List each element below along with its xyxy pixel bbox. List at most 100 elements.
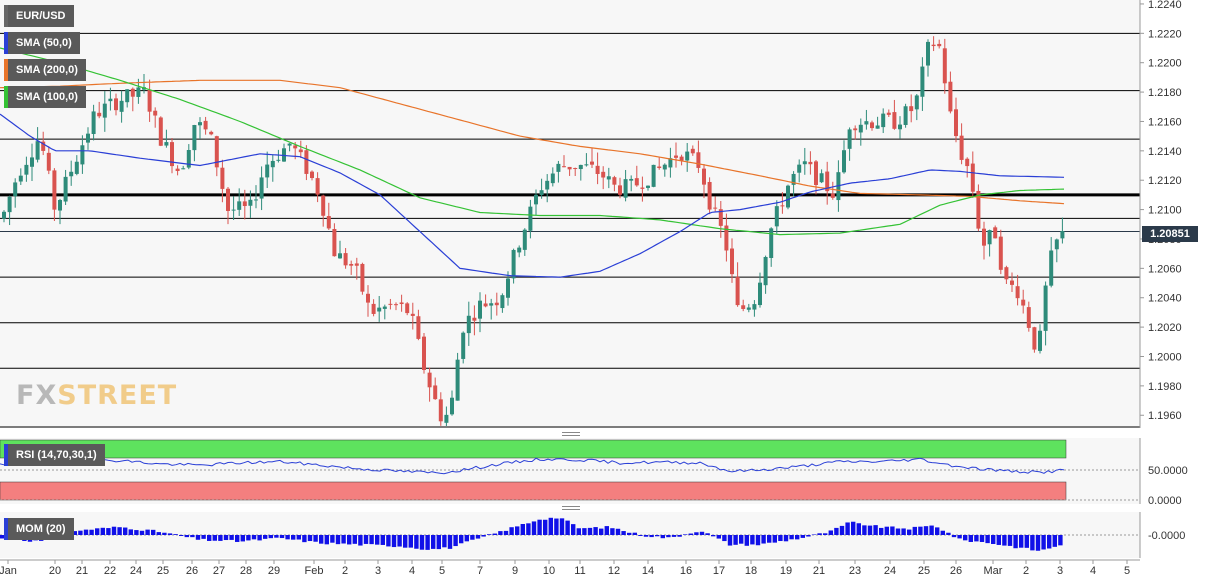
candle-body (819, 173, 824, 183)
mom-bar (498, 531, 503, 535)
candle-body (388, 303, 393, 305)
mom-bar (867, 525, 873, 535)
candle-body (136, 87, 141, 97)
pane-splitter-2[interactable] (562, 506, 580, 510)
mom-bar (526, 523, 531, 535)
mom-bar (100, 527, 105, 535)
candle-body (1049, 250, 1054, 286)
candle-body (108, 98, 113, 102)
mom-bar (246, 535, 251, 541)
candle-body (209, 131, 214, 135)
candle-body (371, 303, 376, 314)
mom-bar (727, 535, 733, 546)
candle-body (102, 103, 107, 118)
candle-body (763, 256, 768, 286)
candle-body (343, 253, 348, 266)
mom-bar (156, 532, 161, 535)
time-tick-label: 29 (268, 565, 280, 577)
candle-body (511, 249, 516, 279)
mom-bar (638, 535, 643, 536)
candle-body (153, 110, 158, 116)
candle-body (528, 206, 533, 231)
legend-symbol[interactable]: EUR/USD (4, 5, 74, 27)
legend-mom[interactable]: MOM (20) (4, 518, 74, 540)
candle-body (500, 295, 505, 309)
mom-bar (470, 535, 475, 540)
mom-bar (783, 535, 789, 542)
mom-bar (436, 535, 441, 550)
time-tick-label: 4 (1090, 565, 1096, 577)
candle-body (1015, 286, 1020, 299)
rsi-oversold-zone (0, 481, 1067, 501)
mom-bar (996, 535, 1001, 545)
mom-bar (302, 535, 307, 543)
mom-bar (263, 535, 268, 539)
candle-body (1010, 280, 1014, 285)
mom-bar (1047, 535, 1052, 549)
mom-bar (414, 535, 419, 549)
mom-bar (223, 535, 229, 541)
mom-bar (571, 524, 576, 535)
candle-body (338, 253, 342, 259)
candle-body (685, 151, 690, 161)
legend-rsi[interactable]: RSI (14,70,30,1) (4, 444, 105, 466)
candle-body (354, 263, 359, 266)
legend-symbol-label: EUR/USD (16, 10, 66, 22)
candle-body (881, 113, 886, 128)
pane-splitter-1[interactable] (562, 432, 580, 436)
mom-bar (151, 529, 156, 535)
candle-body (802, 161, 807, 165)
price-tick-label: 1.2040 (1148, 293, 1182, 305)
mom-bar (285, 535, 290, 540)
price-tick-label: 1.2160 (1148, 116, 1182, 128)
mom-bar (733, 535, 738, 545)
mom-bar (431, 535, 436, 549)
mom-bar (162, 532, 167, 535)
mom-bar (587, 527, 593, 535)
candle-body (870, 122, 874, 129)
symbol-swatch (4, 5, 8, 27)
mom-bar (397, 535, 402, 547)
mom-bar (856, 523, 861, 535)
mom-bar (895, 528, 901, 535)
candle-body (410, 313, 415, 316)
legend-sma100[interactable]: SMA (100,0) (4, 86, 86, 108)
mom-bar (330, 535, 335, 543)
candle-body (830, 193, 835, 198)
candle-body (713, 207, 718, 209)
mom-bar (145, 529, 150, 535)
mom-bar (464, 535, 469, 542)
candle-body (774, 206, 779, 227)
legend-sma50[interactable]: SMA (50,0) (4, 32, 80, 54)
mom-bar (341, 535, 346, 544)
candle-body (450, 397, 454, 415)
candle-body (858, 124, 863, 133)
mom-bar (111, 526, 117, 535)
legend-sma200[interactable]: SMA (200,0) (4, 59, 86, 81)
mom-bar (621, 531, 626, 535)
sma50-swatch (4, 32, 8, 54)
mom-bar (548, 517, 553, 535)
sma200-swatch (4, 59, 8, 81)
time-tick-label: 5 (439, 565, 445, 577)
candle-body (46, 152, 51, 171)
price-tick-label: 1.2200 (1148, 58, 1182, 70)
time-tick-label: 21 (76, 565, 88, 577)
candle-body (982, 228, 986, 246)
mom-bar (655, 535, 660, 537)
mom-bar (907, 529, 912, 535)
candle-body (746, 307, 751, 310)
candle-body (35, 141, 40, 160)
mom-bar (218, 535, 223, 541)
candle-body (948, 81, 953, 112)
candle-body (914, 95, 919, 110)
candle-body (758, 282, 762, 306)
candle-body (203, 120, 208, 130)
mom-bar (184, 535, 189, 538)
candle-body (416, 316, 421, 339)
mom-bar (823, 533, 828, 535)
mom-bar (593, 527, 598, 535)
mom-bar (862, 525, 867, 535)
candle-body (539, 190, 544, 196)
